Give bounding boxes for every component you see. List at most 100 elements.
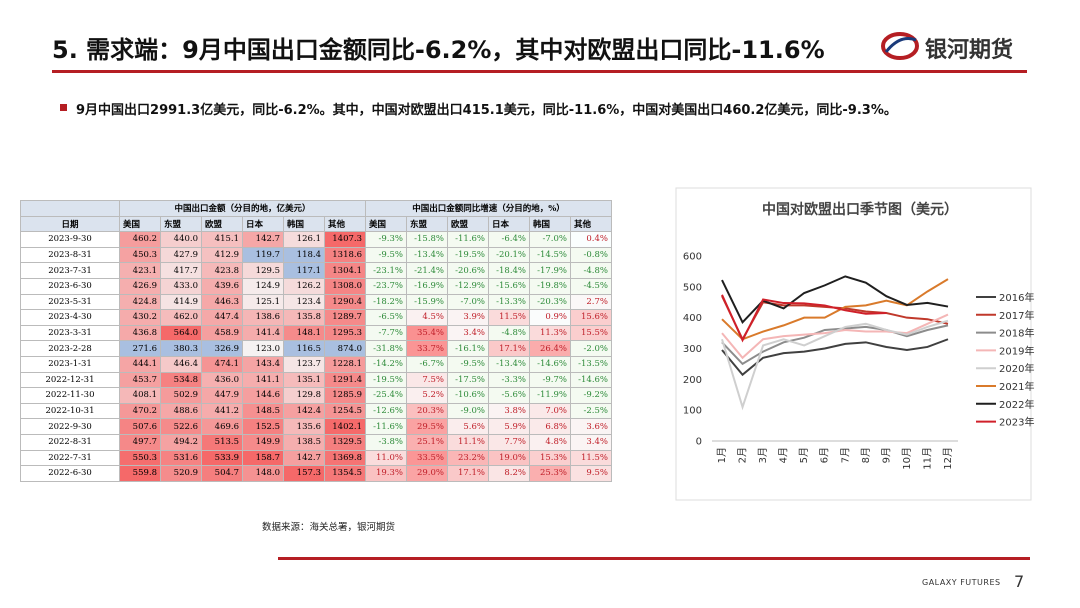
- table-cell: -20.1%: [488, 246, 530, 264]
- table-cell: -13.4%: [488, 355, 530, 373]
- group-header: 中国出口金额（分目的地，亿美元）: [119, 200, 366, 217]
- table-cell: 520.9: [160, 465, 202, 482]
- table-cell: -21.4%: [406, 262, 448, 279]
- legend-label: 2017年: [999, 309, 1034, 322]
- table-cell: 458.9: [201, 324, 243, 342]
- table-cell: 1318.6: [324, 246, 366, 264]
- table-cell: 440.0: [160, 231, 202, 248]
- table-cell: -25.4%: [365, 387, 407, 404]
- table-cell: 417.7: [160, 262, 202, 279]
- legend-label: 2023年: [999, 416, 1034, 429]
- table-cell: -13.5%: [570, 355, 612, 373]
- table-cell: 118.4: [283, 246, 325, 264]
- y-tick-label: 200: [683, 375, 702, 386]
- bullet-text: 9月中国出口2991.3亿美元，同比-6.2%。其中，中国对欧盟出口415.1美…: [76, 103, 897, 118]
- table-row: 2023-8-31 450.3 427.9 412.9 119.7 118.4 1318.6…: [20, 246, 612, 264]
- table-cell: -15.8%: [406, 231, 448, 248]
- table-cell: 436.0: [201, 371, 243, 389]
- table-cell: 3.6%: [570, 418, 612, 435]
- y-tick-label: 600: [683, 252, 702, 263]
- table-cell: -14.6%: [529, 355, 571, 373]
- x-tick-label: 7月: [839, 447, 851, 463]
- y-tick-label: 100: [683, 406, 702, 417]
- table-cell: 23.2%: [447, 449, 489, 467]
- column-header: 东盟: [406, 215, 448, 233]
- table-cell: 450.3: [119, 246, 161, 264]
- table-cell: -14.6%: [570, 371, 612, 389]
- table-cell: 17.1%: [488, 340, 530, 357]
- table-row: 2023-5-31 424.8 414.9 446.3 125.1 123.4 1290.4…: [20, 293, 612, 311]
- table-cell: -31.8%: [365, 340, 407, 357]
- table-cell: -9.0%: [447, 402, 489, 420]
- x-tick-label: 11月: [921, 447, 933, 470]
- table-row: 2023-6-30 426.9 433.0 439.6 124.9 126.2 1308.0…: [20, 277, 612, 295]
- table-cell: 148.0: [242, 465, 284, 482]
- y-tick-label: 0: [696, 437, 702, 448]
- column-header: 日期: [20, 215, 120, 233]
- table-cell: 441.2: [201, 402, 243, 420]
- table-cell: -15.9%: [406, 293, 448, 311]
- table-cell: 25.3%: [529, 465, 571, 482]
- x-tick-label: 2月: [737, 447, 749, 463]
- x-tick-label: 4月: [778, 447, 790, 463]
- table-cell: -20.3%: [529, 293, 571, 311]
- table-cell: 433.0: [160, 277, 202, 295]
- x-tick-label: 3月: [757, 447, 769, 463]
- table-cell: 29.0%: [406, 465, 448, 482]
- chart-title: 中国对欧盟出口季节图（美元）: [762, 201, 958, 218]
- table-cell: -3.3%: [488, 371, 530, 389]
- x-tick-label: 1月: [716, 447, 728, 463]
- column-header: 韩国: [283, 215, 325, 233]
- table-cell: 9.5%: [570, 465, 612, 482]
- series-line: [721, 294, 887, 343]
- bullet-marker: [60, 104, 67, 111]
- table-cell: -3.8%: [365, 433, 407, 451]
- column-header: 美国: [365, 215, 407, 233]
- legend-label: 2018年: [999, 327, 1034, 340]
- x-tick-label: 12月: [942, 447, 954, 470]
- table-cell: -4.8%: [488, 324, 530, 342]
- table-cell: -18.4%: [488, 262, 530, 279]
- table-cell: 1289.7: [324, 309, 366, 326]
- table-row: 2022-10-31 470.2 488.6 441.2 148.5 142.4 1254.…: [20, 402, 612, 420]
- table-cell: 426.9: [119, 277, 161, 295]
- column-header: 其他: [570, 215, 612, 233]
- table-cell: 143.4: [242, 355, 284, 373]
- table-cell: 1329.5: [324, 433, 366, 451]
- table-cell: 8.2%: [488, 465, 530, 482]
- table-cell: -13.4%: [406, 246, 448, 264]
- series-line: [721, 319, 949, 411]
- table-cell: 11.5%: [570, 449, 612, 467]
- table-cell: -16.9%: [406, 277, 448, 295]
- table-row: 2023-1-31 444.1 446.4 474.1 143.4 123.7 1228.1…: [20, 355, 612, 373]
- table-cell: -23.1%: [365, 262, 407, 279]
- table-cell: 138.6: [242, 309, 284, 326]
- table-cell: 415.1: [201, 231, 243, 248]
- table-cell: 874.0: [324, 340, 366, 357]
- table-cell: -2.0%: [570, 340, 612, 357]
- table-cell: 11.0%: [365, 449, 407, 467]
- table-cell: 1308.0: [324, 277, 366, 295]
- table-row: 2023-4-30 430.2 462.0 447.4 138.6 135.8 1289.7…: [20, 309, 612, 326]
- series-line: [721, 338, 949, 377]
- table-cell: 447.9: [201, 387, 243, 404]
- legend-label: 2016年: [999, 291, 1034, 304]
- table-cell: 3.4%: [570, 433, 612, 451]
- table-cell: 534.8: [160, 371, 202, 389]
- table-cell: 6.8%: [529, 418, 571, 435]
- table-cell: 414.9: [160, 293, 202, 311]
- table-cell: -16.1%: [447, 340, 489, 357]
- x-tick-label: 5月: [798, 447, 810, 463]
- table-cell: 550.3: [119, 449, 161, 467]
- table-cell: -4.5%: [570, 277, 612, 295]
- table-cell: 11.5%: [488, 309, 530, 326]
- column-header: 美国: [119, 215, 161, 233]
- table-cell: 129.5: [242, 262, 284, 279]
- table-cell: 446.3: [201, 293, 243, 311]
- table-cell: 149.9: [242, 433, 284, 451]
- table-cell: 4.8%: [529, 433, 571, 451]
- table-cell: -6.7%: [406, 355, 448, 373]
- series-line: [721, 278, 949, 341]
- table-cell: -2.5%: [570, 402, 612, 420]
- table-row: 2023-3-31 436.8 564.0 458.9 141.4 148.1 1295.3…: [20, 324, 612, 342]
